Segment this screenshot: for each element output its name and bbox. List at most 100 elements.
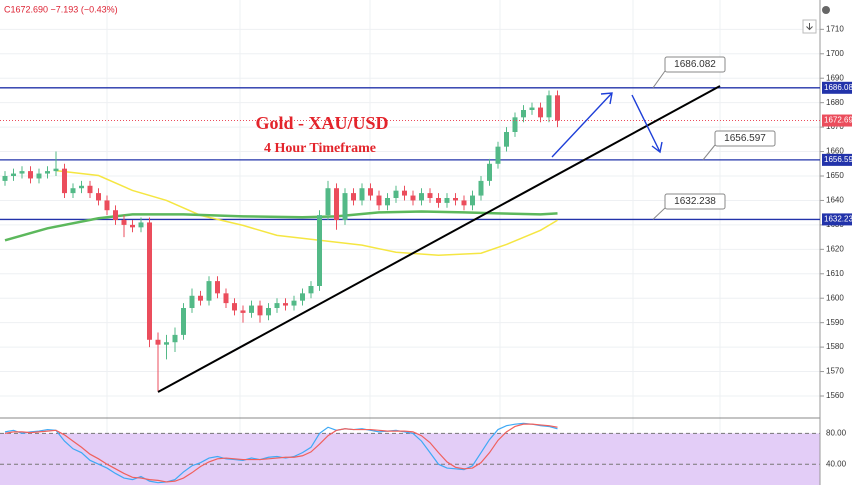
y-tick-label: 1650 (826, 171, 844, 180)
candle-body (376, 195, 382, 206)
y-tick-label: 1660 (826, 147, 844, 156)
candle-body (45, 171, 50, 174)
level-callout-label: 1656.597 (724, 133, 766, 144)
candle-body (444, 198, 450, 203)
candle-body (351, 193, 356, 201)
candle-body (181, 308, 186, 335)
y-tick-label: 1570 (826, 367, 844, 376)
candle-body (96, 193, 101, 201)
candle-body (11, 173, 16, 176)
candle-body (359, 188, 365, 201)
y-tick-label: 1610 (826, 269, 844, 278)
y-tick-label: 1710 (826, 24, 844, 33)
candle-body (291, 300, 297, 306)
price-header: C1672.690 −7.193 (−0.43%) (4, 4, 118, 14)
candle-body (172, 334, 178, 343)
toolbar (802, 6, 830, 34)
candle-body (427, 193, 433, 198)
candle-body (130, 224, 135, 228)
candle-body (249, 305, 254, 313)
candle-body (28, 171, 33, 179)
candle-body (538, 107, 543, 118)
candle-body (342, 193, 348, 220)
candle-body (453, 198, 458, 201)
oscillator-tick-label: 40.00 (826, 459, 847, 468)
last-price-box (822, 114, 852, 127)
y-tick-label: 1700 (826, 49, 844, 58)
level-axis-box (822, 153, 852, 166)
level-callout (714, 130, 776, 147)
candle-body (62, 168, 67, 194)
candle-body (70, 188, 76, 194)
candle-body (470, 195, 475, 206)
arrow-down (631, 94, 661, 153)
settings-icon[interactable] (822, 6, 830, 14)
candle-body (147, 222, 152, 340)
candle-body (300, 293, 305, 301)
candle-body (555, 95, 560, 121)
candle-body (521, 110, 526, 118)
level-axis-box (822, 81, 852, 94)
candle-body (121, 220, 127, 225)
level-axis-label: 1632.238 (824, 215, 852, 224)
callout-leader (702, 144, 716, 161)
candle-body (79, 185, 84, 189)
candle-body (113, 210, 118, 220)
down-icon (806, 23, 813, 31)
candle-body (317, 215, 322, 286)
y-tick-label: 1670 (826, 122, 844, 131)
candle-body (461, 200, 467, 206)
candle-body (36, 173, 42, 179)
candle-body (240, 310, 246, 313)
y-tick-label: 1680 (826, 98, 844, 107)
level-callout (664, 193, 726, 210)
candle-body (325, 188, 331, 216)
candle-body (232, 303, 237, 311)
candle-body (368, 188, 373, 196)
y-tick-label: 1590 (826, 318, 844, 327)
candle-body (19, 171, 25, 174)
candle-body (436, 198, 441, 203)
level-callout-label: 1686.082 (674, 59, 716, 70)
candle-body (206, 281, 212, 301)
candle-body (283, 303, 288, 306)
callout-leader (652, 70, 666, 89)
candle-body (104, 200, 110, 211)
level-axis-label: 1686.082 (824, 83, 852, 92)
candle-body (529, 107, 535, 110)
candle-body (546, 95, 552, 118)
candle-body (512, 117, 518, 132)
candle-body (478, 180, 484, 196)
y-tick-label: 1690 (826, 73, 844, 82)
candle-body (393, 190, 399, 198)
candle-body (189, 295, 195, 308)
oscillator-line (4, 423, 558, 483)
level-callout (664, 56, 726, 73)
candle-body (504, 132, 509, 147)
candle-body (410, 195, 416, 201)
oscillator-band (0, 433, 820, 485)
candle-body (266, 308, 271, 316)
candle-body (198, 295, 203, 301)
candle-body (138, 222, 144, 228)
candle-body (487, 163, 492, 181)
y-tick-label: 1640 (826, 196, 844, 205)
candle-body (155, 339, 161, 345)
trend-line (157, 85, 721, 393)
forecast-arrows (551, 92, 663, 158)
price-marks: 1686.082 1656.597 1632.238 (0, 56, 820, 392)
candle-body (419, 193, 424, 201)
candle-body (257, 305, 263, 316)
level-axis-label: 1656.597 (824, 155, 852, 164)
oscillator-panel (0, 422, 820, 485)
oscillator-tick-label: 80.00 (826, 429, 847, 438)
arrow-head (651, 141, 663, 154)
callout-leader (652, 207, 666, 220)
y-tick-label: 1600 (826, 293, 844, 302)
grid (0, 0, 820, 485)
y-tick-label: 1580 (826, 342, 844, 351)
level-callout-label: 1632.238 (674, 196, 716, 207)
candle-body (495, 146, 501, 164)
